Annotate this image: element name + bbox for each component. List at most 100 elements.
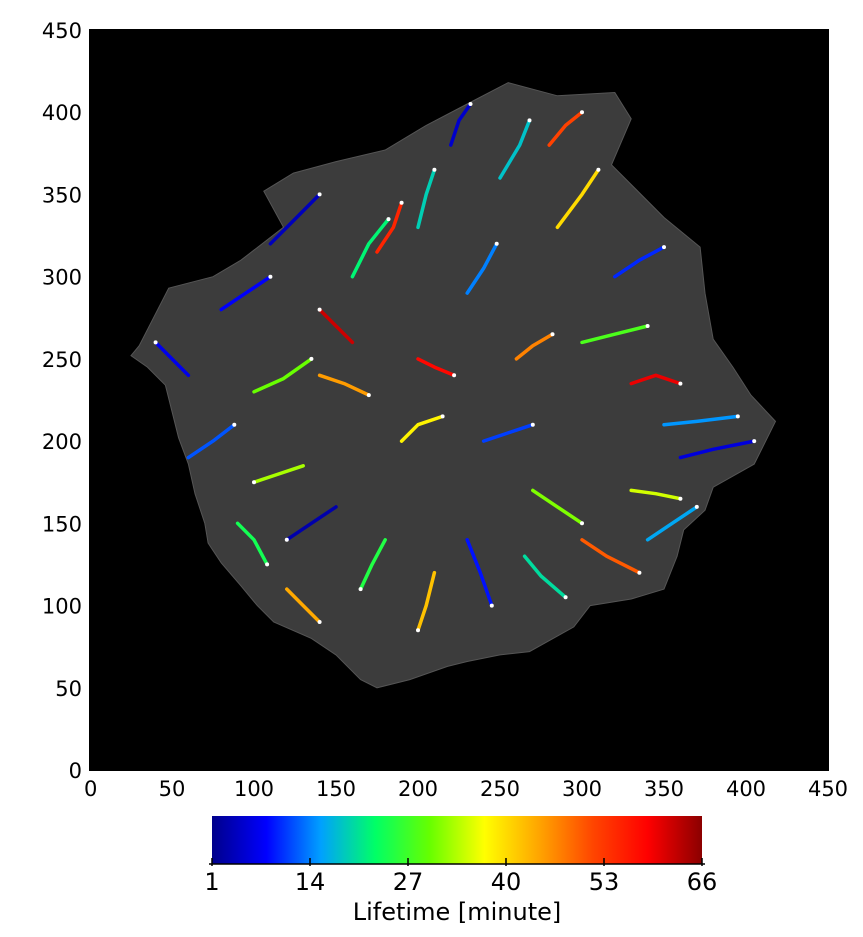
track-end-point [678,381,683,386]
track-end-point [432,167,437,172]
track-end-point [550,332,555,337]
track [522,554,568,600]
track [285,587,322,624]
colorbar-label: Lifetime [minute] [353,898,561,926]
track-end-point [440,414,445,419]
colorbar-tick-label: 27 [393,868,424,896]
track [219,274,273,312]
track [416,168,437,230]
track [350,217,391,279]
track-end-point [527,118,532,123]
track-end-point [580,521,584,526]
track-end-point [580,110,584,115]
track [399,414,445,443]
track [613,245,666,279]
track [285,505,338,542]
axes: 0 50 100 150 200 250 300 350 400 450 0 50 100 150 200 2… [42,19,848,801]
y-tick-label: 0 [69,759,82,783]
track [449,102,473,147]
y-tick-label: 250 [42,348,82,372]
colorbar-tick-label: 14 [295,868,326,896]
track [580,324,650,345]
y-tick-label: 50 [55,677,82,701]
track [465,242,499,295]
track-end-point [317,192,322,197]
y-tick-label: 150 [42,512,82,536]
track [186,422,237,460]
track [375,200,404,254]
y-tick-label: 100 [42,595,82,619]
track [416,357,456,378]
y-tick-label: 450 [42,19,82,43]
track-end-point [452,373,457,378]
track [580,538,642,575]
plot-area [90,30,828,770]
colorbar-tick-label: 53 [589,868,620,896]
track-end-point [416,628,420,633]
x-tick-label: 100 [234,777,274,801]
track [629,373,683,386]
track-end-point [530,422,535,427]
x-tick-label: 150 [316,777,356,801]
track-end-point [317,620,322,624]
plot-frame [89,29,829,771]
track-end-point [153,340,158,345]
track [465,538,494,608]
x-tick-label: 200 [398,777,438,801]
track [252,357,314,394]
track [629,488,683,501]
y-tick-label: 200 [42,430,82,454]
x-tick-label: 250 [480,777,520,801]
track [416,570,437,632]
track-end-point [489,603,494,608]
track-end-point [735,414,740,419]
track-end-point [662,245,666,250]
track-end-point [468,102,473,106]
track [662,414,740,427]
track-end-point [637,570,642,575]
track [645,505,699,542]
x-tick-label: 50 [159,777,186,801]
track-end-point [596,167,601,172]
track-end-point [678,496,683,501]
track-end-point [494,241,499,246]
colorbar: 1 14 27 40 53 66 Lifetime [minute] [204,816,717,926]
track-end-point [309,356,314,361]
track [252,464,305,484]
track [235,521,269,567]
track-end-point [252,480,256,485]
track-end-point [268,274,273,279]
track [317,307,355,345]
track-end-point [752,439,757,444]
colorbar-tick-label: 66 [687,868,718,896]
track [555,168,601,230]
y-tick-label: 350 [42,183,82,207]
track-end-point [694,504,699,509]
track [514,332,555,361]
track-end-point [317,307,322,312]
track [268,192,322,246]
track-end-point [645,324,650,328]
y-tick-label: 400 [42,101,82,125]
x-tick-label: 300 [562,777,602,801]
colorbar-gradient [212,816,702,864]
track [153,340,191,378]
x-tick-label: 450 [808,777,848,801]
x-tick-label: 0 [84,777,97,801]
track [317,373,371,397]
track [547,110,584,147]
track-end-point [399,200,404,205]
colorbar-tick-label: 1 [204,868,219,896]
track-end-point [563,595,568,600]
plot-content [130,82,777,689]
track [531,488,584,526]
track-end-point [366,393,371,398]
track [481,422,535,443]
track-end-point [265,562,270,567]
x-tick-label: 400 [726,777,766,801]
x-tick-label: 350 [644,777,684,801]
track-end-point [232,422,237,427]
track-end-point [284,537,289,542]
